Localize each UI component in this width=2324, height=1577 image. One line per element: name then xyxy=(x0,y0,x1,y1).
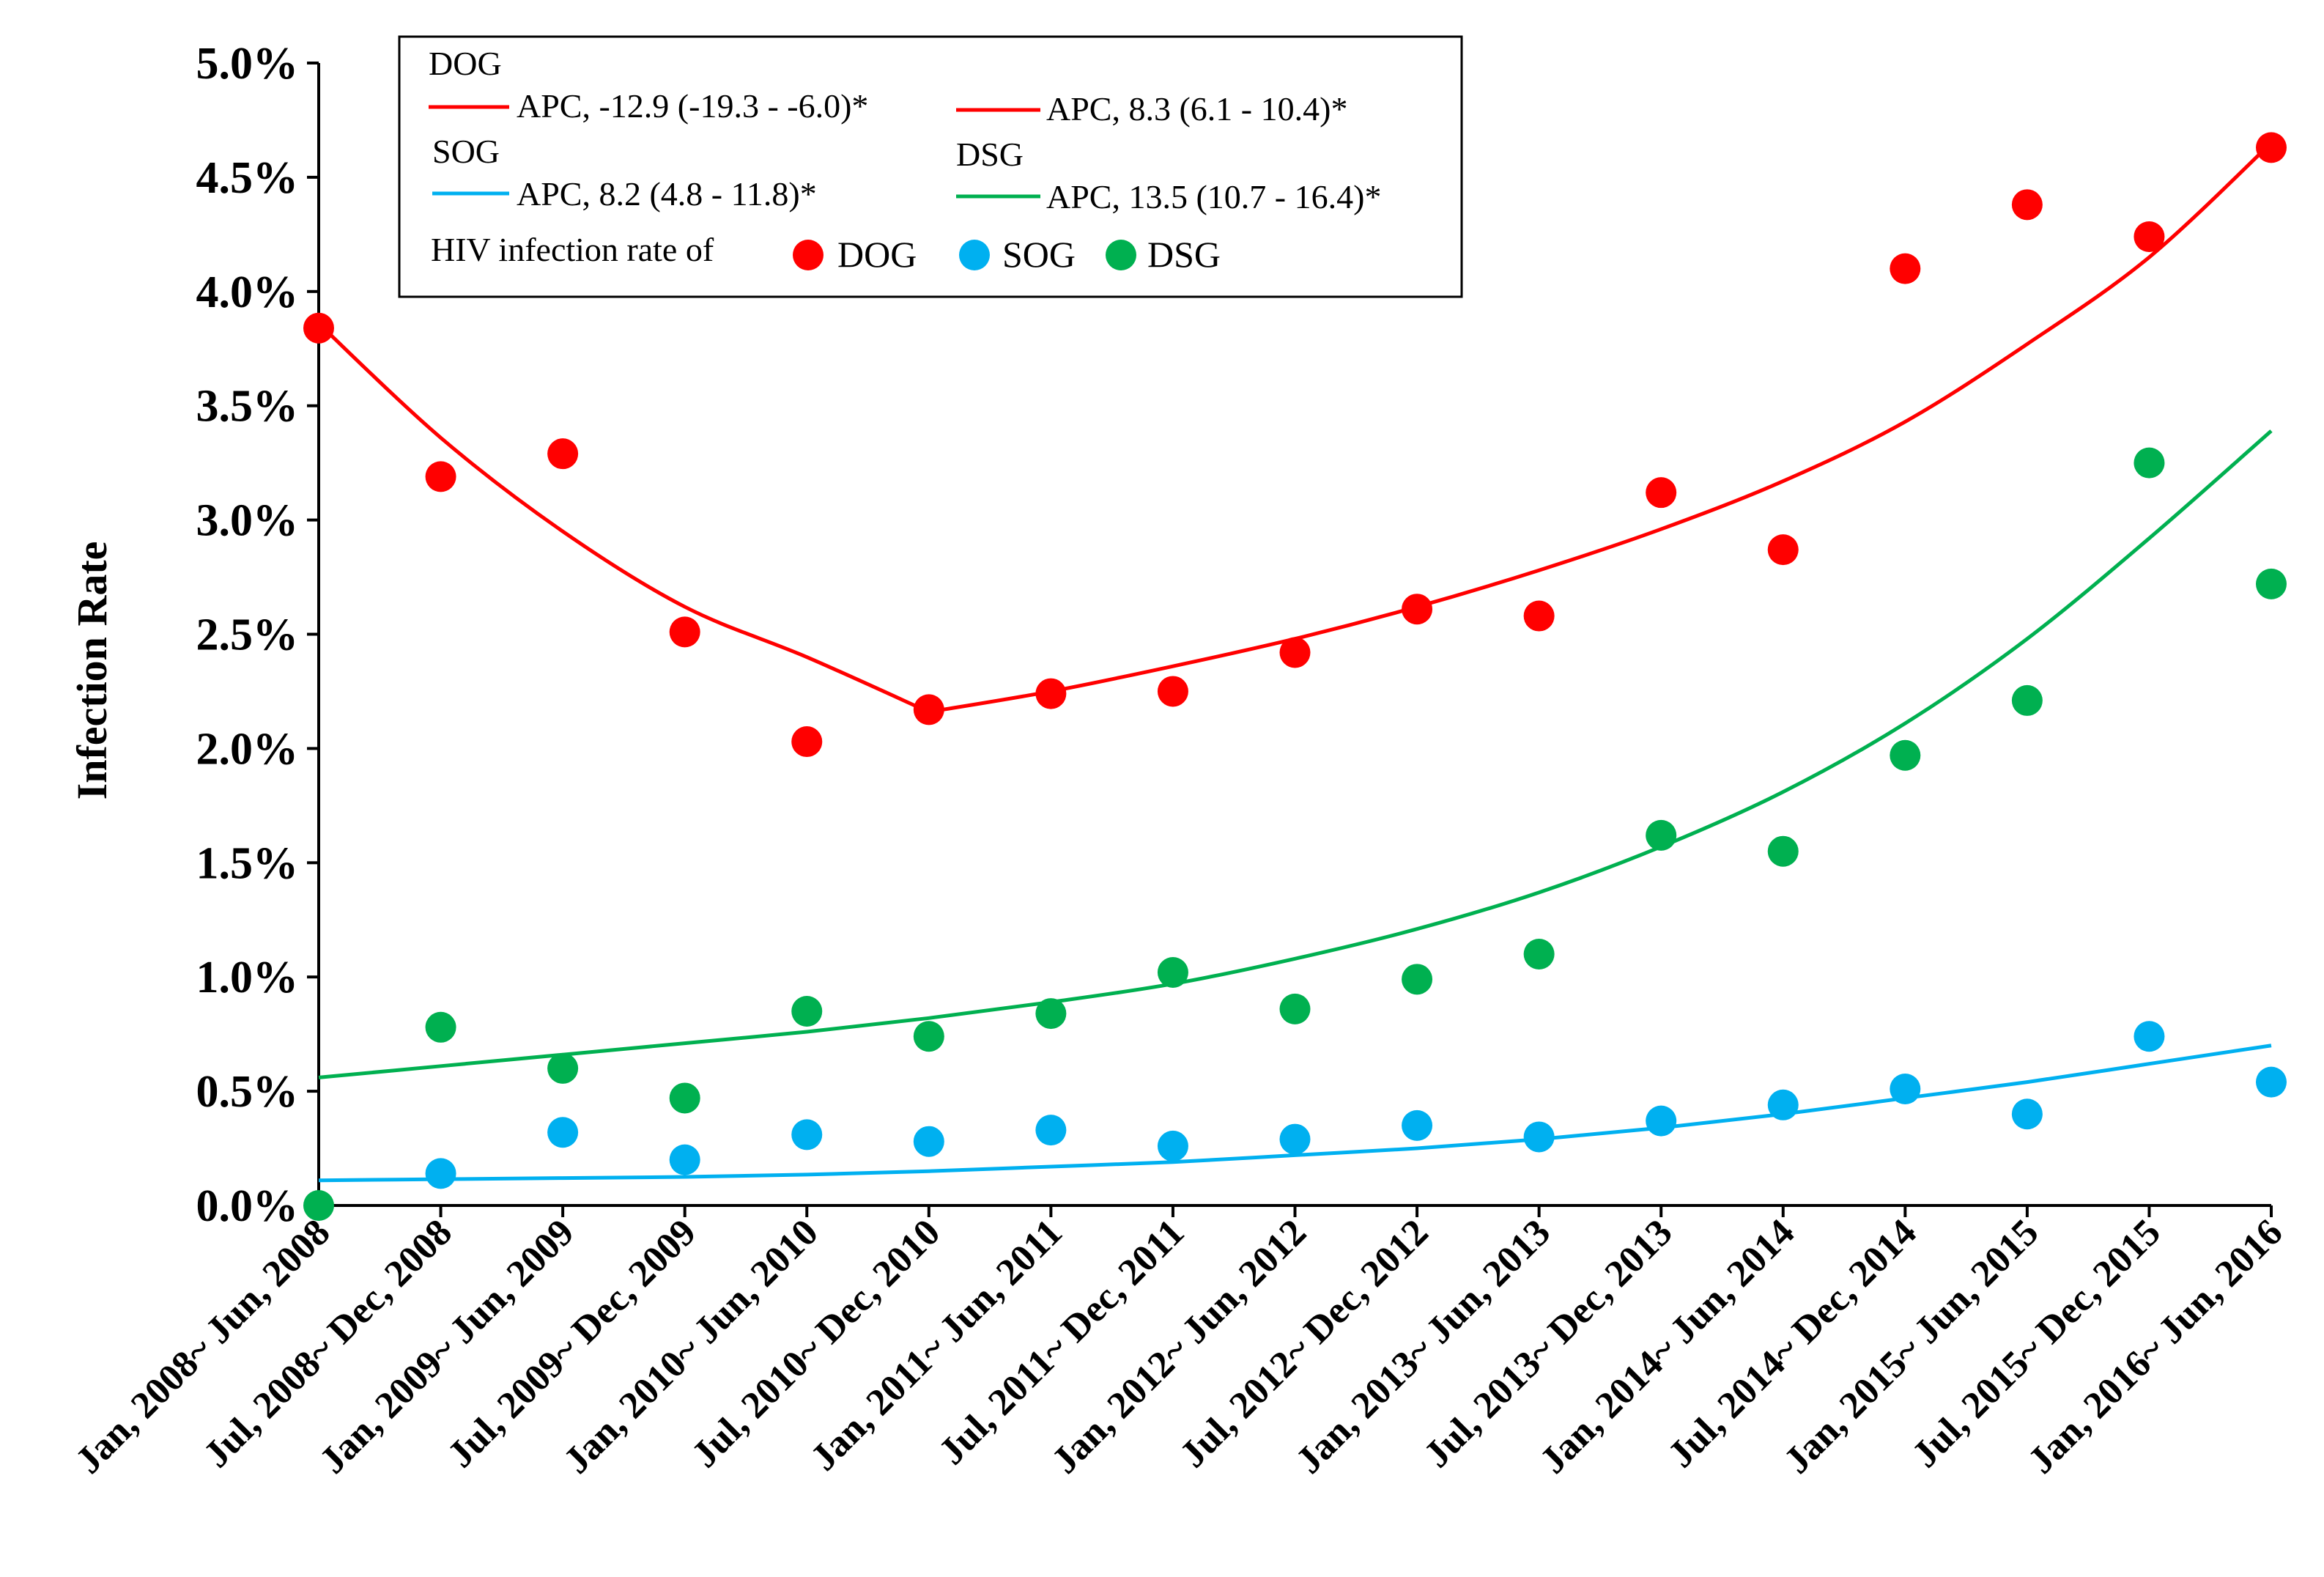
y-tick-label: 3.0% xyxy=(196,496,299,546)
point-dog xyxy=(791,726,823,758)
point-sog xyxy=(2011,1098,2043,1130)
y-axis-title: Infection Rate xyxy=(68,542,116,800)
y-tick-label: 0.5% xyxy=(196,1067,299,1117)
point-sog xyxy=(1035,1115,1067,1146)
y-tick-label: 1.0% xyxy=(196,953,299,1002)
point-sog xyxy=(669,1144,700,1175)
point-dsg xyxy=(913,1021,944,1052)
point-dog xyxy=(1035,678,1067,709)
point-sog xyxy=(913,1126,944,1157)
point-dog xyxy=(547,438,579,470)
point-dsg xyxy=(1279,993,1311,1024)
point-dsg xyxy=(1035,998,1067,1030)
point-dsg xyxy=(1157,956,1188,988)
point-sog xyxy=(1523,1121,1555,1153)
point-sog xyxy=(1279,1123,1311,1155)
legend-dot-dog-label: DOG xyxy=(837,234,917,275)
point-dog xyxy=(2134,221,2165,252)
legend-box xyxy=(398,35,1463,298)
trend-lines xyxy=(317,141,2273,1183)
point-dog xyxy=(2011,189,2043,221)
point-dog xyxy=(669,616,700,648)
legend-sog-dot xyxy=(959,240,990,270)
y-tick-label: 4.0% xyxy=(196,267,299,317)
point-sog xyxy=(1402,1109,1433,1141)
data-points xyxy=(303,132,2287,1221)
point-sog xyxy=(1646,1105,1677,1137)
y-tick-label: 0.0% xyxy=(196,1181,299,1231)
y-tick-label: 2.0% xyxy=(196,724,299,774)
legend-dog-apc-2: APC, 8.3 (6.1 - 10.4)* xyxy=(1046,90,1347,128)
point-dog xyxy=(2256,132,2287,163)
point-dsg xyxy=(669,1082,700,1114)
y-tick-label: 5.0% xyxy=(196,39,299,89)
trend-line-sog xyxy=(318,1044,2272,1183)
point-dsg xyxy=(425,1011,456,1043)
point-dsg xyxy=(791,995,823,1027)
trend-line-dog-segment-2 xyxy=(928,141,2273,714)
y-axis: 0.0% 0.5% 1.0% 1.5% 2.0% 2.5% 3.0% 3.5% 4.0% 4.5%… xyxy=(196,39,320,1231)
point-dog xyxy=(1157,676,1188,707)
point-sog xyxy=(425,1158,456,1189)
point-dsg xyxy=(547,1052,579,1084)
legend-dsg-header: DSG xyxy=(956,136,1024,173)
x-tick-label: Jul, 2011~ Dec, 2011 xyxy=(931,1211,1193,1473)
legend-dsg-dot xyxy=(1106,240,1136,270)
point-dog xyxy=(303,312,334,344)
point-dsg xyxy=(1402,964,1433,995)
legend-dot-sog-label: SOG xyxy=(1002,234,1076,275)
legend-sog-header: SOG xyxy=(432,133,500,170)
point-dsg xyxy=(1646,819,1677,851)
legend-dog-dot xyxy=(793,240,824,270)
point-dsg xyxy=(1767,835,1799,867)
y-tick-label: 2.5% xyxy=(196,610,299,660)
point-dsg xyxy=(2134,447,2165,479)
legend-dog-apc-1: APC, -12.9 (-19.3 - -6.0)* xyxy=(517,87,868,125)
legend-dog-header: DOG xyxy=(429,45,502,82)
point-dog xyxy=(913,694,944,725)
point-dsg xyxy=(2256,568,2287,599)
legend-sog-apc: APC, 8.2 (4.8 - 11.8)* xyxy=(517,175,817,213)
legend: DOG APC, -12.9 (-19.3 - -6.0)* APC, 8.3 … xyxy=(398,35,1463,298)
point-sog xyxy=(2256,1066,2287,1098)
y-tick-label: 4.5% xyxy=(196,153,299,203)
point-dog xyxy=(1523,600,1555,632)
point-dsg xyxy=(2011,684,2043,716)
point-dsg xyxy=(303,1190,334,1221)
legend-dot-dsg-label: DSG xyxy=(1147,234,1221,275)
point-sog xyxy=(1890,1073,1921,1104)
point-dog xyxy=(1646,477,1677,509)
point-dog xyxy=(1890,253,1921,284)
point-dsg xyxy=(1523,939,1555,970)
point-sog xyxy=(2134,1021,2165,1052)
legend-dsg-apc: APC, 13.5 (10.7 - 16.4)* xyxy=(1046,178,1381,215)
y-tick-label: 3.5% xyxy=(196,382,299,432)
point-sog xyxy=(1157,1130,1188,1161)
point-dog xyxy=(1767,534,1799,566)
point-sog xyxy=(1767,1089,1799,1120)
point-dsg xyxy=(1890,739,1921,771)
trend-line-dsg xyxy=(318,429,2273,1079)
point-dog xyxy=(1279,637,1311,668)
point-dog xyxy=(425,461,456,492)
y-tick-label: 1.5% xyxy=(196,838,299,888)
point-sog xyxy=(547,1117,579,1148)
legend-rate-label: HIV infection rate of xyxy=(431,231,714,268)
point-dog xyxy=(1402,594,1433,625)
point-sog xyxy=(791,1119,823,1151)
trend-line-dog-segment-1 xyxy=(317,322,930,714)
